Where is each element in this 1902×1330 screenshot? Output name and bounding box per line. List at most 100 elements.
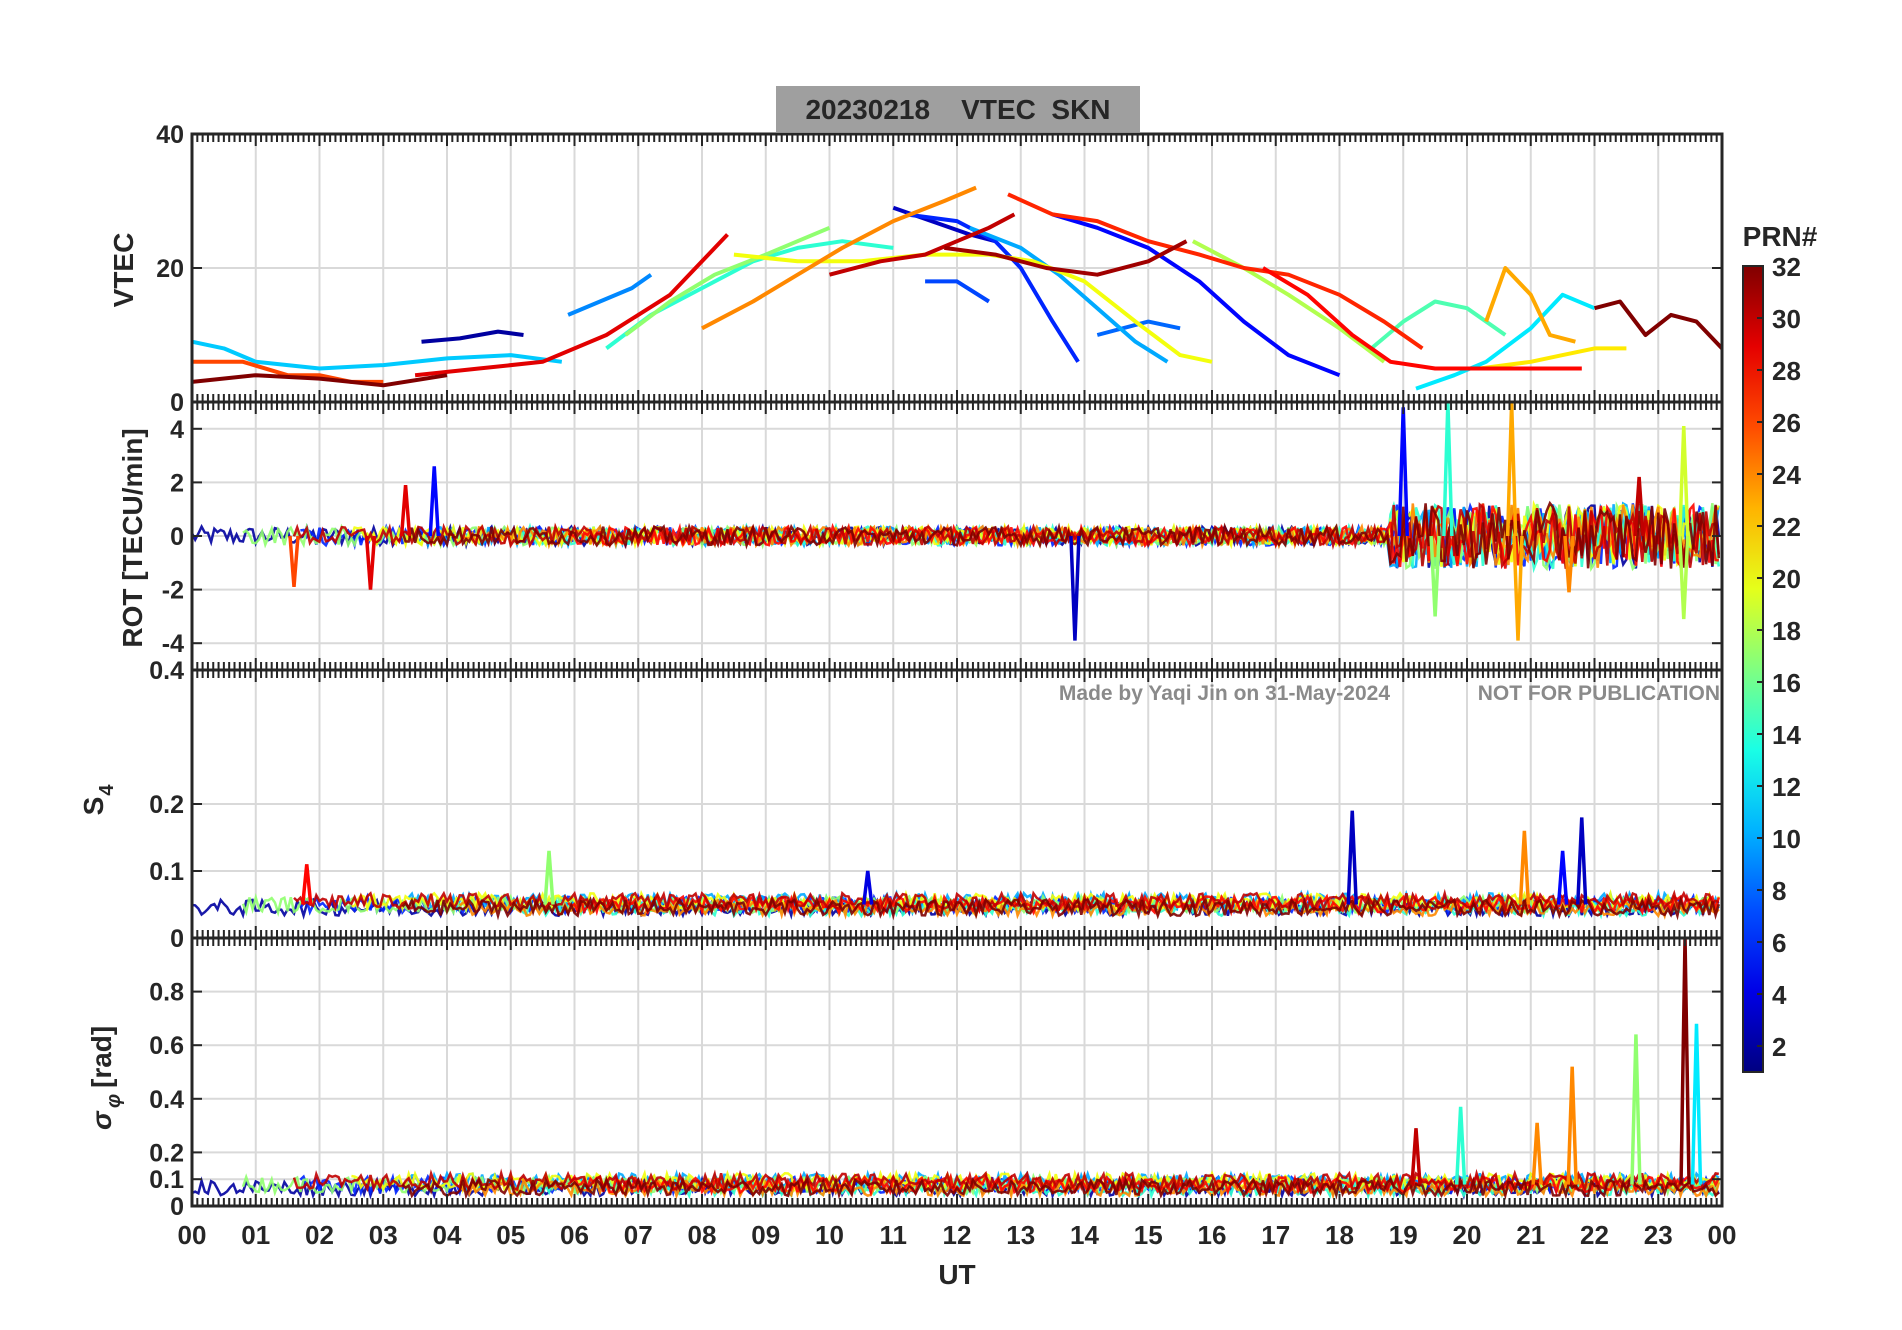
rot-spike-prn-26 (288, 535, 300, 588)
svg-text:σ: σ (86, 1110, 117, 1130)
s4-spike-prn-17 (543, 850, 555, 905)
x-tick-label: 21 (1516, 1220, 1545, 1250)
colorbar-tick-label: 18 (1772, 616, 1801, 646)
x-tick-label: 13 (1006, 1220, 1035, 1250)
x-tick-label: 15 (1134, 1220, 1163, 1250)
rot-spike-prn-18 (1678, 535, 1690, 620)
rot-spike-prn-17 (1429, 535, 1441, 617)
vtec-series-prn-11 (192, 339, 563, 371)
x-axis-ticks: 00 01 02 03 04 05 06 07 08 09 10 11 12 13 14 15 16 17 18 19… (178, 1220, 1737, 1250)
chart-title: 20230218 VTEC SKN (805, 94, 1110, 125)
colorbar-tick-label: 16 (1772, 668, 1801, 698)
x-tick-label: 17 (1261, 1220, 1290, 1250)
vtec-series-prn-15 (1370, 299, 1507, 350)
vtec-series-prn-8 (1096, 319, 1181, 337)
vtec-series-prn-18 (1191, 239, 1386, 364)
x-tick-label: 12 (943, 1220, 972, 1250)
x-tick-label: 01 (241, 1220, 270, 1250)
x-tick-label: 14 (1070, 1220, 1099, 1250)
vtec-series-prn-2 (421, 329, 524, 344)
sigma_phi-spike-prn-24 (1566, 1066, 1578, 1185)
colorbar-tick-label: 26 (1772, 408, 1801, 438)
y-tick-label: 0.2 (149, 1139, 184, 1167)
sigma_phi-spike-prn-24 (1531, 1122, 1543, 1185)
colorbar-tick-label: 30 (1772, 304, 1801, 334)
y-tick-label: 0 (170, 1193, 184, 1221)
rot-trace-prn-32 (401, 500, 1721, 569)
y-tick-label: 0.8 (149, 979, 184, 1007)
x-tick-label: 11 (880, 1220, 908, 1250)
y-tick-label: -4 (162, 630, 184, 658)
rot-spike-prn-24 (1563, 535, 1575, 593)
x-axis-label: UT (938, 1259, 975, 1290)
y-tick-label: 40 (156, 121, 184, 149)
x-tick-label: 08 (688, 1220, 717, 1250)
vtec-series-prn-10 (969, 225, 1169, 364)
s4-spike-prn-3 (1576, 817, 1588, 905)
y-tick-label: 2 (170, 469, 184, 497)
vtec-series-prn-29 (414, 233, 729, 378)
vtec-series-prn-24 (701, 185, 977, 331)
rot-spike-prn-29 (399, 484, 412, 537)
colorbar-title: PRN# (1743, 221, 1818, 252)
vtec-series-prn-6 (905, 212, 1080, 363)
s4-spike-prn-3 (1346, 810, 1358, 905)
rot-spike-prn-29 (364, 535, 377, 590)
s4-spike-prn-28 (301, 864, 313, 905)
svg-text:4: 4 (96, 784, 118, 796)
vtec-series-prn-9 (567, 273, 653, 317)
colorbar-tick-label: 32 (1772, 252, 1801, 282)
sigma_phi-spike-prn-17 (1630, 1034, 1642, 1185)
x-tick-label: 22 (1580, 1220, 1609, 1250)
data-s4 (192, 810, 1721, 921)
rot-spike-prn-5 (428, 466, 440, 537)
data-sigma_phi (192, 938, 1721, 1201)
y-tick-label: 0.1 (149, 858, 184, 886)
panel-sigma_phi: 00.10.2 0.4 0.6 0.8 (149, 936, 1724, 1221)
rot-spike-prn-30 (1633, 476, 1645, 537)
sigma_phi-spike-prn-32 (1679, 938, 1691, 1185)
vtec-series-prn-32 (1593, 299, 1722, 350)
y-tick-label: 0.4 (149, 1086, 184, 1114)
vtec-series-prn-30 (828, 212, 1016, 277)
rot-spike-prn-23 (1512, 535, 1524, 641)
x-tick-label: 00 (178, 1220, 207, 1250)
y-axis-label-sigma-phi: σ φ [rad] (86, 1026, 125, 1130)
colorbar-tick-label: 24 (1772, 460, 1801, 490)
svg-text:[rad]: [rad] (86, 1026, 117, 1088)
sigma_phi-spike-prn-14 (1454, 1106, 1467, 1185)
colorbar-tick-label: 22 (1772, 512, 1801, 542)
s4-trace-prn-32 (401, 895, 1720, 921)
rot-spike-prn-14 (1442, 402, 1454, 537)
y-tick-label: 0 (170, 523, 184, 551)
sigma_phi-spike-prn-30 (1410, 1128, 1422, 1185)
vtec-series-prn-12 (1415, 292, 1596, 391)
s4-spike-prn-24 (1518, 830, 1531, 905)
y-axis-label-s4: S 4 (78, 784, 118, 816)
colorbar-tick-label: 20 (1772, 564, 1801, 594)
x-tick-label: 03 (369, 1220, 398, 1250)
x-tick-label: 02 (305, 1220, 334, 1250)
y-tick-label: -2 (162, 577, 184, 605)
x-tick-label: 05 (496, 1220, 525, 1250)
panel-rot: -4 -2 0 2 4 (162, 400, 1724, 672)
x-tick-label: 06 (560, 1220, 589, 1250)
rot-spike-prn-19 (1678, 426, 1690, 537)
vtec-series-prn-32 (192, 373, 448, 388)
vtec-series-prn-21 (1479, 346, 1627, 371)
y-tick-label: 20 (156, 255, 184, 283)
colorbar-tick-label: 2 (1772, 1032, 1786, 1062)
sigma_phi-trace-prn-32 (401, 1175, 1720, 1201)
vtec-series-prn-27 (1007, 192, 1424, 351)
x-tick-label: 00 (1708, 1220, 1737, 1250)
sigma_phi-spike-prn-12 (1690, 1023, 1703, 1185)
colorbar (1742, 265, 1764, 1073)
svg-text:S: S (78, 797, 109, 816)
data-rot (192, 402, 1721, 641)
panels: 02040-4-202400.10.20.400.10.20.40.60.800… (149, 121, 1736, 1250)
watermark-notice: NOT FOR PUBLICATION (1478, 682, 1720, 705)
rot-spike-prn-3 (1069, 535, 1081, 641)
vtec-series-prn-7 (925, 279, 990, 304)
x-tick-label: 10 (815, 1220, 844, 1250)
x-tick-label: 20 (1453, 1220, 1482, 1250)
